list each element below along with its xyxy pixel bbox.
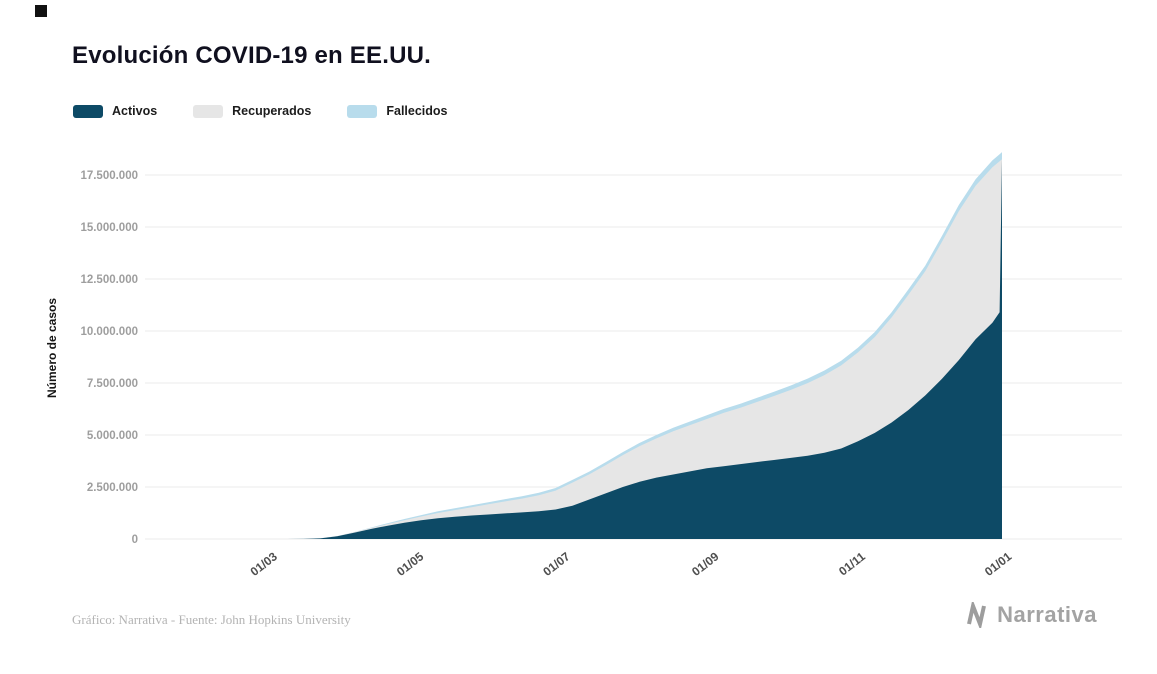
y-tick-label: 2.500.000: [87, 482, 138, 494]
footer-credit: Gráfico: Narrativa - Fuente: John Hopkin…: [72, 612, 351, 627]
legend-swatch-fallecidos: [347, 104, 378, 118]
narrativa-logo-mark: [967, 602, 987, 628]
x-tick-label: 01/05: [394, 549, 427, 579]
y-tick-label: 17.500.000: [80, 170, 138, 182]
x-tick-label: 01/07: [540, 549, 573, 579]
corner-mark: [35, 5, 47, 17]
legend-label-recuperados: Recuperados: [232, 104, 312, 118]
y-tick-label: 0: [132, 534, 138, 546]
legend-swatch-recuperados: [193, 104, 224, 118]
area-recuperados: [270, 159, 1002, 539]
y-tick-label: 10.000.000: [80, 326, 138, 338]
x-tick-label: 01/01: [982, 549, 1015, 579]
legend-swatch-activos: [73, 104, 103, 118]
legend-item-fallecidos: Fallecidos: [347, 104, 448, 118]
y-tick-label: 12.500.000: [80, 274, 138, 286]
legend-item-activos: Activos: [73, 104, 157, 118]
narrativa-logo-text: Narrativa: [997, 602, 1097, 627]
legend: Activos Recuperados Fallecidos: [73, 104, 448, 118]
legend-item-recuperados: Recuperados: [193, 104, 311, 118]
y-tick-label: 5.000.000: [87, 430, 138, 442]
x-tick-label: 01/09: [689, 549, 722, 579]
legend-label-fallecidos: Fallecidos: [386, 104, 448, 118]
legend-label-activos: Activos: [112, 104, 158, 118]
x-tick-label: 01/03: [248, 549, 281, 579]
narrativa-logo: Narrativa: [965, 602, 1097, 628]
x-tick-label: 01/11: [836, 549, 868, 578]
y-tick-label: 7.500.000: [87, 378, 138, 390]
chart-title: Evolución COVID-19 en EE.UU.: [72, 42, 432, 69]
y-tick-label: 15.000.000: [80, 222, 138, 234]
area-activos: [270, 159, 1002, 539]
